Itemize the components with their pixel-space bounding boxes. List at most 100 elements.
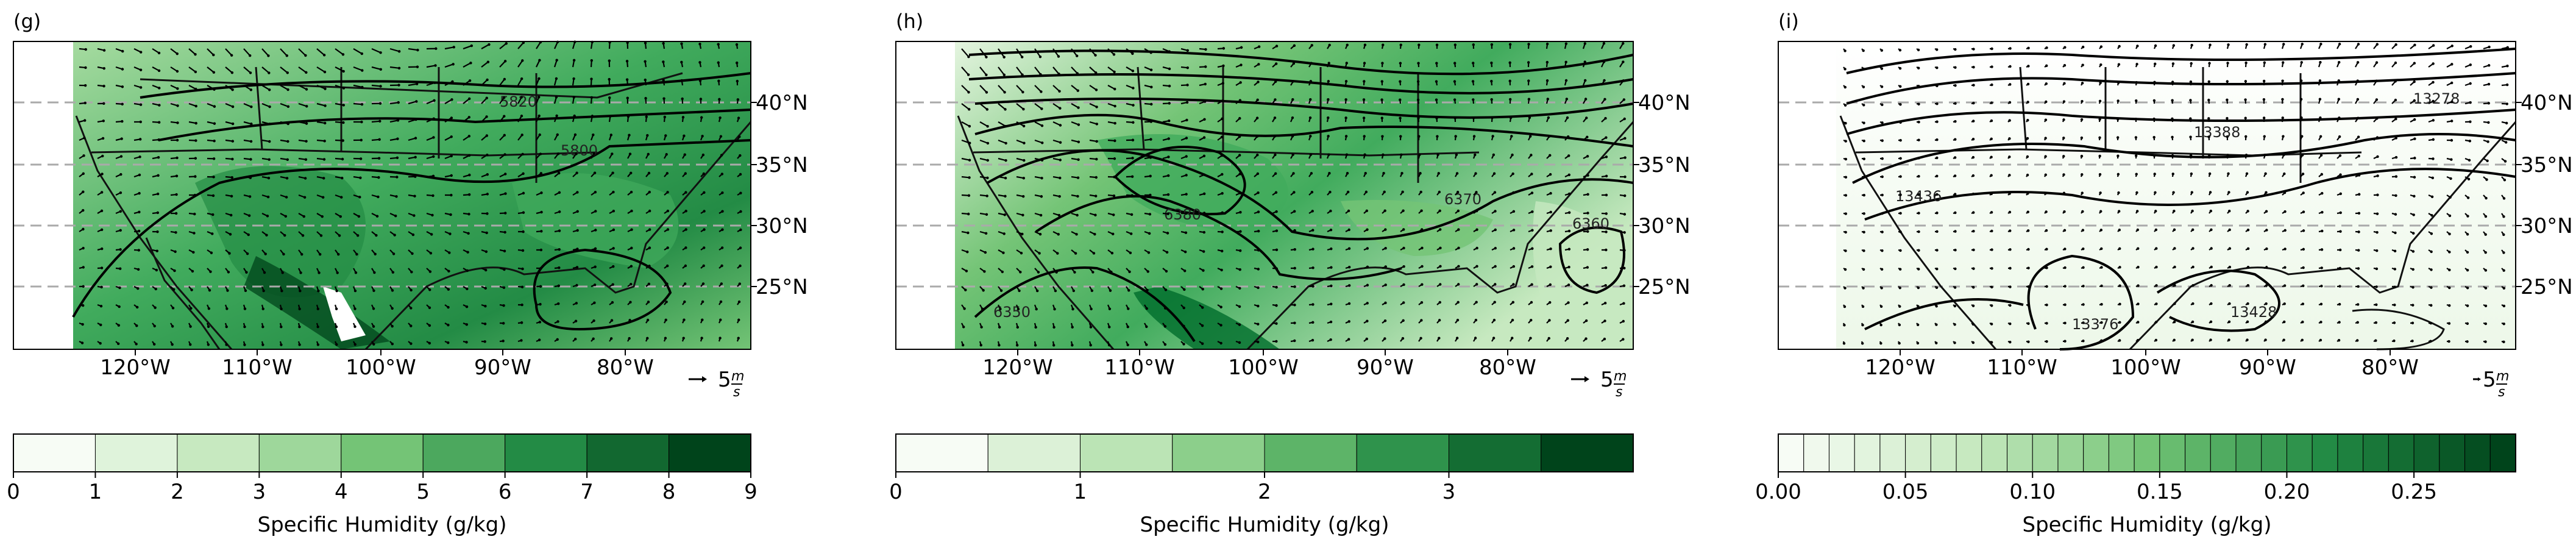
colorbar-bin (586, 433, 670, 472)
map-frame (13, 41, 751, 350)
colorbar-bin (2159, 433, 2186, 472)
wind-arrow (335, 102, 344, 106)
colorbar: 0.00 0.05 0.10 0.15 0.20 0.25 (1755, 433, 2516, 504)
colorbar-bin (669, 433, 751, 472)
colorbar-tick-label: 2 (171, 480, 184, 504)
wind-arrow (998, 139, 1007, 144)
wind-arrow (408, 48, 418, 51)
colorbar-bin (2439, 433, 2466, 472)
wind-arrow (481, 44, 489, 49)
colorbar-bin (2007, 433, 2033, 472)
wind-arrow (225, 48, 232, 56)
colorbar-bin (2210, 433, 2237, 472)
colorbar-tick-label: 0.05 (1882, 480, 1929, 504)
panel-label: (g) (13, 10, 41, 33)
map-area: 6380 6370 6360 6350 (895, 41, 1634, 351)
lat-tick-label: 30°N (756, 214, 808, 238)
colorbar-bin (2057, 433, 2084, 472)
wind-arrow (1034, 85, 1042, 93)
wind-reference-unit: m (1614, 369, 1627, 384)
wind-arrow (463, 45, 472, 50)
wind-arrow (408, 101, 417, 105)
colorbar-label: Specific Humidity (g/kg) (258, 513, 507, 537)
panel-g: (g) (7, 10, 808, 537)
contour-label: 6380 (1164, 206, 1201, 223)
colorbar-bin (2185, 433, 2211, 472)
colorbar-bin (2363, 433, 2389, 472)
wind-arrow (979, 85, 987, 93)
wind-reference-value: 5 (1600, 368, 1614, 392)
lon-tick-label: 90°W (474, 355, 531, 380)
geopotential-contours (72, 72, 751, 331)
colorbar-tick-label: 6 (499, 480, 512, 504)
wind-arrow (280, 48, 288, 57)
wind-arrow (298, 48, 307, 56)
colorbar-bin (2235, 433, 2262, 472)
lon-tick-label: 100°W (346, 355, 416, 380)
wind-arrow (1052, 85, 1060, 92)
map-frame (895, 41, 1634, 350)
wind-arrow (961, 121, 970, 127)
wind-vectors (79, 40, 742, 346)
colorbar-tick-label: 7 (580, 480, 594, 504)
wind-arrow (1071, 85, 1079, 91)
wind-arrow (316, 121, 325, 124)
wind-arrow (1034, 66, 1041, 75)
colorbar-label: Specific Humidity (g/kg) (1140, 513, 1389, 537)
colorbar-bin (1172, 433, 1265, 472)
colorbar-bin (2337, 433, 2364, 472)
wind-arrow (1107, 48, 1115, 55)
colorbar-bin (2413, 433, 2440, 472)
colorbar: 0 1 2 3 4 5 6 7 8 9 (7, 433, 758, 504)
colorbar-tick-label: 9 (744, 480, 758, 504)
wind-arrow (1052, 48, 1059, 57)
colorbar-bin (422, 433, 506, 472)
wind-arrow (463, 80, 470, 86)
wind-arrow (316, 66, 325, 73)
wind-arrow (426, 99, 435, 105)
lat-axis: 40°N 35°N 30°N 25°N (751, 91, 808, 299)
wind-arrow (961, 48, 970, 57)
wind-arrow (316, 84, 325, 90)
colorbar-bin (2489, 433, 2516, 472)
wind-arrow (389, 48, 400, 52)
wind-arrow (335, 121, 344, 124)
wind-arrow (1016, 48, 1023, 58)
colorbar-bin (2388, 433, 2415, 472)
wind-arrow (1052, 66, 1060, 75)
colorbar-bin (2108, 433, 2135, 472)
lat-tick-label: 30°N (2521, 214, 2573, 238)
wind-arrow (408, 83, 417, 87)
lat-tick-label: 35°N (756, 153, 808, 177)
panel-label: (h) (896, 10, 923, 33)
wind-arrow (444, 46, 454, 50)
wind-arrow (961, 139, 970, 144)
wind-arrow (481, 61, 489, 68)
wind-arrow (961, 85, 970, 93)
colorbar-bin (1356, 433, 1449, 472)
lat-axis: 40°N 35°N 30°N 25°N (2516, 91, 2573, 299)
wind-arrow (389, 102, 399, 105)
colorbar-bin (2083, 433, 2109, 472)
lat-axis: 40°N 35°N 30°N 25°N (1633, 91, 1691, 299)
colorbar-bin (258, 433, 342, 472)
wind-arrow (998, 103, 1006, 110)
wind-arrow (298, 66, 307, 73)
wind-arrow (389, 66, 400, 69)
wind-arrow (335, 84, 344, 89)
lon-tick-label: 110°W (1104, 355, 1175, 380)
colorbar-bin (2261, 433, 2287, 472)
wind-arrow (335, 66, 344, 72)
colorbar-bin (177, 433, 260, 472)
wind-reference-value: 5 (718, 368, 731, 392)
wind-arrow (298, 121, 307, 124)
wind-arrow (243, 85, 252, 91)
contour-label: 13376 (2072, 316, 2118, 333)
wind-arrow (1016, 85, 1024, 93)
colorbar-bin (1080, 433, 1173, 472)
panel-h: (h) (889, 10, 1691, 537)
wind-arrow (225, 66, 233, 74)
colorbar-bin (1956, 433, 1982, 472)
wind-arrow (389, 119, 399, 123)
wind-arrow (1034, 48, 1041, 57)
